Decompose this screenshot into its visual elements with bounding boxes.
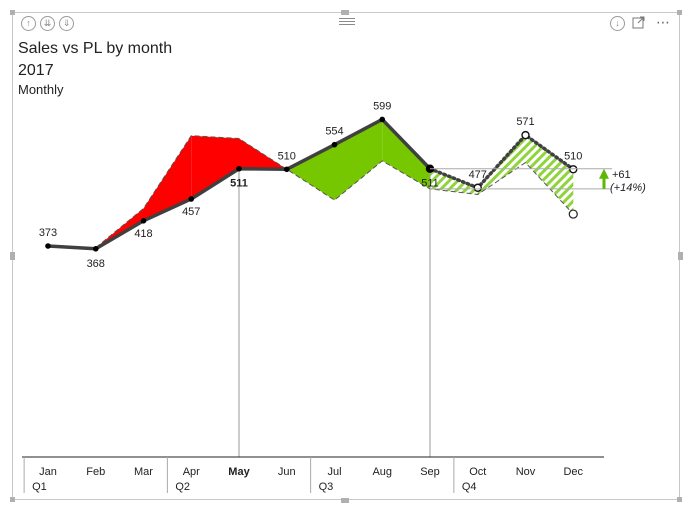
variance-area (430, 168, 478, 195)
resize-handle-top[interactable] (341, 10, 349, 15)
chart-title: Sales vs PL by month (18, 40, 173, 57)
quarter-label: Q2 (175, 481, 190, 493)
x-tick-label: Feb (86, 466, 105, 478)
data-point[interactable] (331, 141, 338, 148)
x-tick-label: Apr (183, 466, 200, 478)
data-label: 457 (182, 206, 200, 218)
variance-area (525, 135, 574, 215)
x-tick-label: Aug (372, 466, 392, 478)
data-point[interactable] (473, 183, 482, 192)
variance-area (191, 135, 239, 199)
data-label: 511 (421, 178, 439, 190)
data-label: 368 (87, 258, 105, 270)
drill-down-icon[interactable]: ↓ (610, 16, 625, 31)
quarter-label: Q4 (462, 481, 477, 493)
drag-grip-icon[interactable] (339, 18, 355, 26)
data-label: 511 (230, 178, 248, 190)
variance-area (95, 208, 144, 249)
data-label: 373 (39, 227, 57, 239)
resize-handle-top-right[interactable] (677, 10, 682, 15)
data-point[interactable] (140, 218, 147, 224)
data-point[interactable] (569, 165, 578, 174)
x-tick-label: Jun (278, 466, 296, 478)
series-line-forecast (428, 132, 575, 190)
double-down-icon[interactable]: ⇊ (40, 16, 55, 31)
resize-handle-left[interactable] (10, 252, 15, 260)
variance-percent: (+14%) (610, 182, 646, 194)
variance-area (382, 119, 430, 189)
resize-handle-top-left[interactable] (10, 10, 15, 15)
visual-header: ↑ ⇊ ⇓ ↓ ⋯ (13, 13, 679, 35)
data-point[interactable] (521, 130, 530, 140)
data-point[interactable] (45, 243, 51, 249)
data-label: 418 (134, 228, 152, 240)
data-label: 554 (325, 126, 343, 138)
data-label: 510 (564, 150, 582, 162)
data-point[interactable] (379, 116, 386, 123)
variance-arrow-head (599, 168, 609, 179)
variance-area (239, 138, 287, 170)
data-label: 571 (516, 116, 534, 128)
data-point[interactable] (236, 165, 242, 172)
resize-handle-bottom-left[interactable] (10, 497, 15, 502)
data-label: 477 (469, 169, 487, 181)
x-tick-label: Jul (327, 466, 341, 478)
x-tick-label: Nov (516, 466, 536, 478)
x-tick-label: Dec (563, 466, 583, 478)
data-label: 599 (373, 100, 391, 112)
data-point[interactable] (188, 196, 195, 202)
arrow-up-icon[interactable]: ↑ (21, 16, 36, 31)
focus-mode-icon[interactable] (632, 16, 645, 29)
chart-subtitle: 2017 (18, 62, 54, 79)
resize-handle-right[interactable] (678, 252, 683, 260)
quarter-label: Q1 (32, 481, 47, 493)
x-tick-label: Sep (420, 466, 440, 478)
quarter-label: Q3 (319, 481, 334, 493)
data-point[interactable] (283, 166, 290, 173)
plan-point[interactable] (568, 209, 578, 219)
variance-area (143, 135, 192, 221)
expand-down-icon[interactable]: ⇓ (59, 16, 74, 31)
x-tick-label: May (228, 466, 250, 478)
x-tick-label: Oct (469, 466, 486, 478)
x-tick-label: Jan (39, 466, 57, 478)
variance-area (477, 135, 526, 195)
variance-value: +61 (612, 169, 631, 181)
chart-subtitle-secondary: Monthly (18, 82, 64, 97)
visual-container: ↑ ⇊ ⇓ ↓ ⋯ (12, 12, 680, 500)
data-label: 510 (278, 150, 296, 162)
data-point[interactable] (92, 246, 99, 252)
resize-handle-bottom-right[interactable] (677, 497, 682, 502)
x-tick-label: Mar (134, 466, 153, 478)
variance-area (286, 144, 335, 201)
more-options-icon[interactable]: ⋯ (656, 14, 671, 30)
resize-handle-bottom[interactable] (341, 498, 349, 503)
